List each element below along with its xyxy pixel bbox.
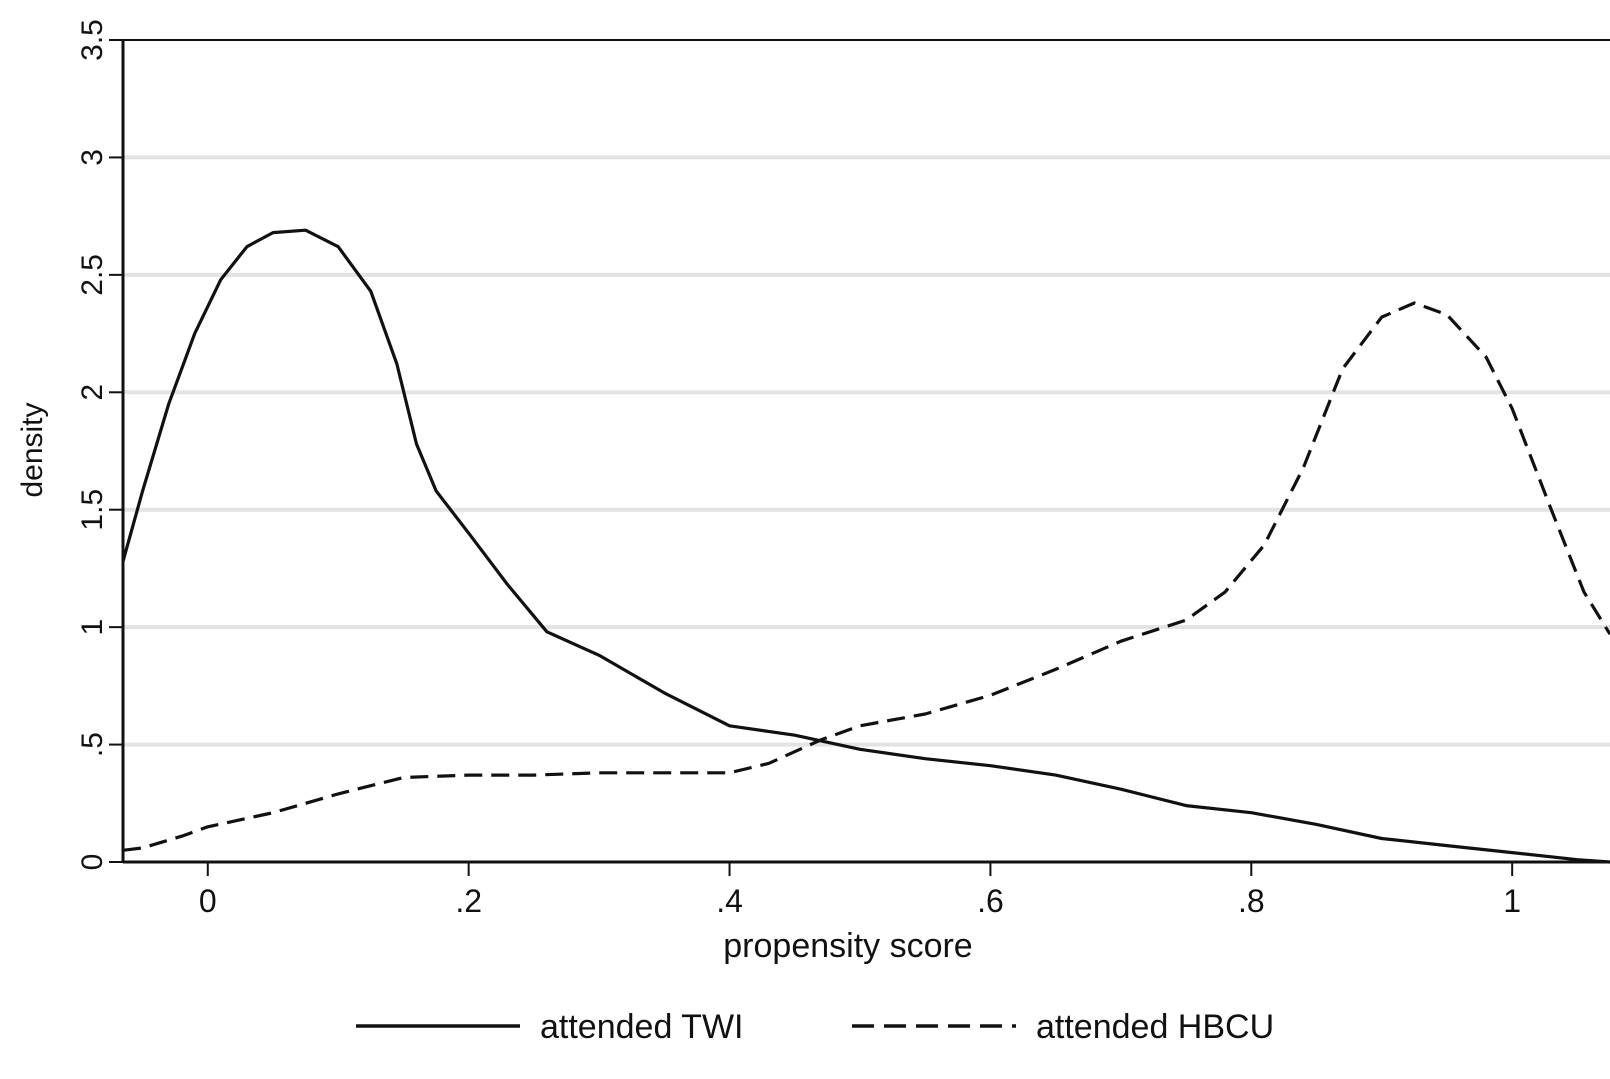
- y-tick-label-0: 0: [76, 854, 109, 871]
- gridlines: [123, 155, 1610, 747]
- x-axis-label: propensity score: [723, 927, 972, 965]
- y-tick-label-6: 3: [76, 149, 109, 166]
- legend-label-0: attended TWI: [540, 1008, 744, 1046]
- axes: [121, 39, 1610, 864]
- x-tick-label-3: .6: [977, 883, 1004, 919]
- y-axis-label: density: [16, 402, 49, 497]
- x-tick-label-4: .8: [1238, 883, 1265, 919]
- x-tick-label-0: 0: [199, 883, 217, 919]
- series-line-attended-hbcu: [123, 301, 1610, 852]
- x-tick-label-2: .4: [716, 883, 743, 919]
- series-line-attended-twi: [123, 228, 1610, 864]
- x-tick-label-5: 1: [1503, 883, 1521, 919]
- y-tick-label-5: 2.5: [76, 254, 109, 296]
- ticks: 0 .5 1 1.5 2 2.5 3 3.5 0 .2 .4 .6 .8 1: [76, 19, 1521, 919]
- y-tick-label-4: 2: [76, 384, 109, 401]
- y-tick-label-2: 1: [76, 619, 109, 636]
- legend: attended TWI attended HBCU: [356, 1008, 1274, 1046]
- legend-label-1: attended HBCU: [1036, 1008, 1274, 1046]
- y-tick-label-7: 3.5: [76, 19, 109, 61]
- y-tick-label-1: .5: [76, 732, 109, 757]
- x-tick-label-1: .2: [455, 883, 482, 919]
- series-lines: [123, 228, 1610, 864]
- y-tick-label-3: 1.5: [76, 489, 109, 531]
